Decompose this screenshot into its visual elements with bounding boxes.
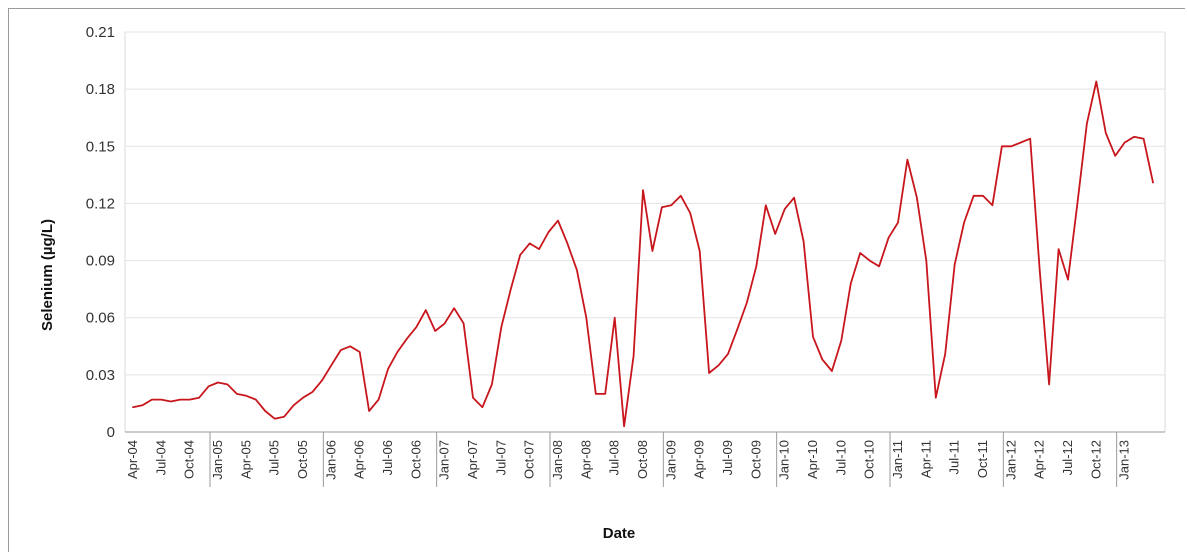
x-tick-label: Apr-06	[352, 440, 367, 479]
x-tick-label: Jan-06	[323, 440, 338, 480]
x-tick-label: Oct-11	[975, 440, 990, 478]
x-tick-label: Jan-08	[550, 440, 565, 480]
x-tick-label: Jan-11	[890, 440, 905, 479]
x-tick-label: Jan-10	[777, 440, 792, 480]
y-tick-label: 0.03	[86, 367, 115, 384]
y-tick-label: 0.09	[86, 253, 115, 270]
y-tick-label: 0.06	[86, 310, 115, 327]
x-tick-label: Apr-12	[1032, 440, 1047, 479]
x-tick-label: Jul-06	[380, 440, 395, 475]
x-tick-label: Apr-09	[692, 440, 707, 479]
x-tick-label: Oct-05	[295, 440, 310, 479]
x-tick-label: Jul-09	[720, 440, 735, 475]
x-tick-label: Apr-04	[125, 440, 140, 479]
x-tick-label: Jan-12	[1003, 440, 1018, 480]
y-axis-ticks: 0 0.03 0.06 0.09 0.12 0.15 0.18 0.21	[86, 24, 115, 441]
x-tick-label: Jul-12	[1060, 440, 1075, 475]
selenium-series-line	[132, 80, 1154, 428]
y-tick-label: 0	[107, 424, 115, 441]
x-tick-label: Jan-13	[1117, 440, 1132, 480]
y-tick-label: 0.12	[86, 195, 115, 212]
x-tick-label: Oct-06	[408, 440, 423, 479]
chart-frame	[8, 8, 1185, 552]
y-axis-title: Selenium (µg/L)	[39, 219, 56, 331]
x-tick-label: Apr-07	[465, 440, 480, 479]
series-layer	[132, 80, 1154, 428]
x-tick-label: Oct-10	[862, 440, 877, 479]
x-tick-label: Jan-09	[663, 440, 678, 480]
x-tick-label: Jan-07	[437, 440, 452, 480]
x-tick-label: Jul-10	[833, 440, 848, 475]
x-tick-label: Apr-11	[918, 440, 933, 478]
grid	[124, 31, 1166, 433]
x-tick-label: Oct-07	[522, 440, 537, 479]
x-tick-label: Jan-05	[210, 440, 225, 480]
x-tick-label: Oct-04	[182, 440, 197, 479]
y-tick-label: 0.21	[86, 24, 115, 41]
x-tick-label: Oct-12	[1088, 440, 1103, 479]
x-tick-label: Apr-08	[578, 440, 593, 479]
x-tick-label: Jul-07	[493, 440, 508, 475]
x-tick-label: Apr-05	[238, 440, 253, 479]
y-tick-label: 0.18	[86, 81, 115, 98]
x-axis-title: Date	[603, 525, 636, 542]
x-axis-ticks: Apr-04 Jul-04 Oct-04 Jan-05 Apr-05 Jul-05 Oct-…	[125, 432, 1132, 487]
x-tick-label: Jul-08	[607, 440, 622, 475]
x-tick-label: Jul-05	[267, 440, 282, 475]
x-tick-label: Apr-10	[805, 440, 820, 479]
y-tick-label: 0.15	[86, 138, 115, 155]
x-tick-label: Jul-04	[153, 440, 168, 475]
x-tick-label: Jul-11	[947, 440, 962, 474]
x-tick-label: Oct-08	[635, 440, 650, 479]
x-tick-label: Oct-09	[748, 440, 763, 479]
